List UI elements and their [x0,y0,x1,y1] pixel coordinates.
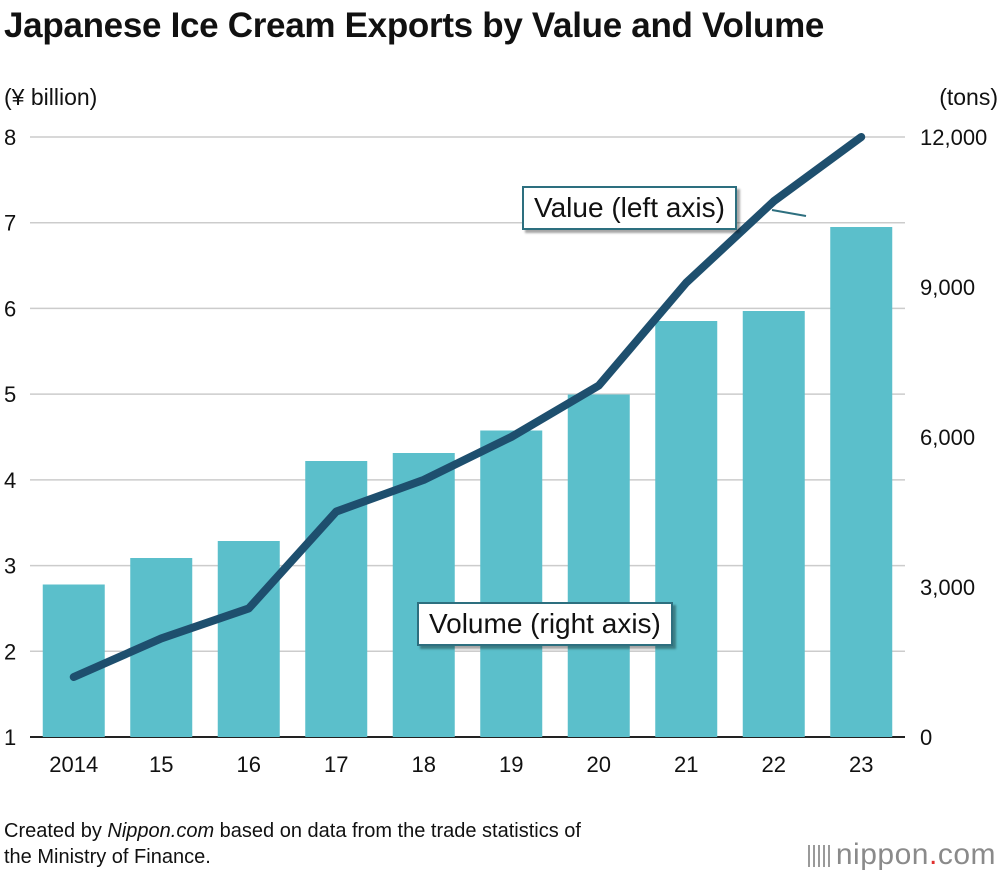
x-tick-label: 19 [499,752,523,777]
volume-bar [655,321,718,737]
x-tick-label: 21 [674,752,698,777]
left-tick-label: 3 [4,554,16,579]
source-prefix: Created by [4,820,108,842]
value-point [597,384,600,387]
right-tick-label: 0 [920,725,932,750]
left-tick-label: 6 [4,296,16,321]
logo-dot: . [928,838,938,871]
logo-name: nippon [835,838,929,871]
left-tick-label: 4 [4,468,16,493]
value-point [335,510,338,513]
left-tick-label: 1 [4,725,16,750]
right-tick-label: 12,000 [920,125,987,150]
x-tick-label: 15 [149,752,173,777]
left-axis-unit: (¥ billion) [4,84,98,110]
volume-bar [480,430,543,737]
volume-bar [742,311,805,737]
source-brand: Nippon.com [107,820,215,842]
volume-bar [392,453,455,737]
left-tick-label: 2 [4,639,16,664]
right-axis-unit: (tons) [939,84,998,110]
volume-bar [830,227,893,737]
value-point [422,478,425,481]
left-tick-label: 5 [4,382,16,407]
x-axis-ticks: 2014 15 16 17 18 19 20 21 22 23 [49,752,873,777]
value-point [685,281,688,284]
value-callout: Value (left axis) [522,186,737,230]
x-tick-label: 17 [324,752,348,777]
value-line [69,133,866,681]
right-axis-ticks: 0 3,000 6,000 9,000 12,000 [920,125,987,750]
left-tick-label: 7 [4,211,16,236]
right-tick-label: 9,000 [920,275,975,300]
source-note: Created by Nippon.com based on data from… [4,818,581,870]
value-point [247,607,250,610]
volume-bar [217,541,280,737]
volume-callout: Volume (right axis) [417,602,673,646]
nippon-logo[interactable]: nippon.com [807,838,996,872]
volume-bars [42,227,893,737]
value-point [160,637,163,640]
logo-tld: com [937,838,996,871]
value-point [772,200,775,203]
x-tick-label: 22 [762,752,786,777]
right-tick-label: 3,000 [920,575,975,600]
volume-bar [567,394,630,737]
value-point [860,136,863,138]
value-series-line [69,133,866,681]
x-tick-label: 2014 [49,752,98,777]
chart-title: Japanese Ice Cream Exports by Value and … [4,6,825,45]
value-point [510,436,513,438]
x-tick-label: 16 [237,752,261,777]
source-suffix: based on data from the trade statistics … [214,820,581,842]
logo-mark-icon [807,845,830,868]
left-axis-ticks: 1 2 3 4 5 6 7 8 [4,125,16,750]
value-point [72,676,75,678]
source-line2: the Ministry of Finance. [4,846,211,868]
left-tick-label: 8 [4,125,16,150]
x-tick-label: 20 [587,752,611,777]
right-tick-label: 6,000 [920,425,975,450]
volume-bar [42,584,105,737]
x-tick-label: 23 [849,752,873,777]
value-callout-leader [771,209,807,217]
x-tick-label: 18 [412,752,436,777]
